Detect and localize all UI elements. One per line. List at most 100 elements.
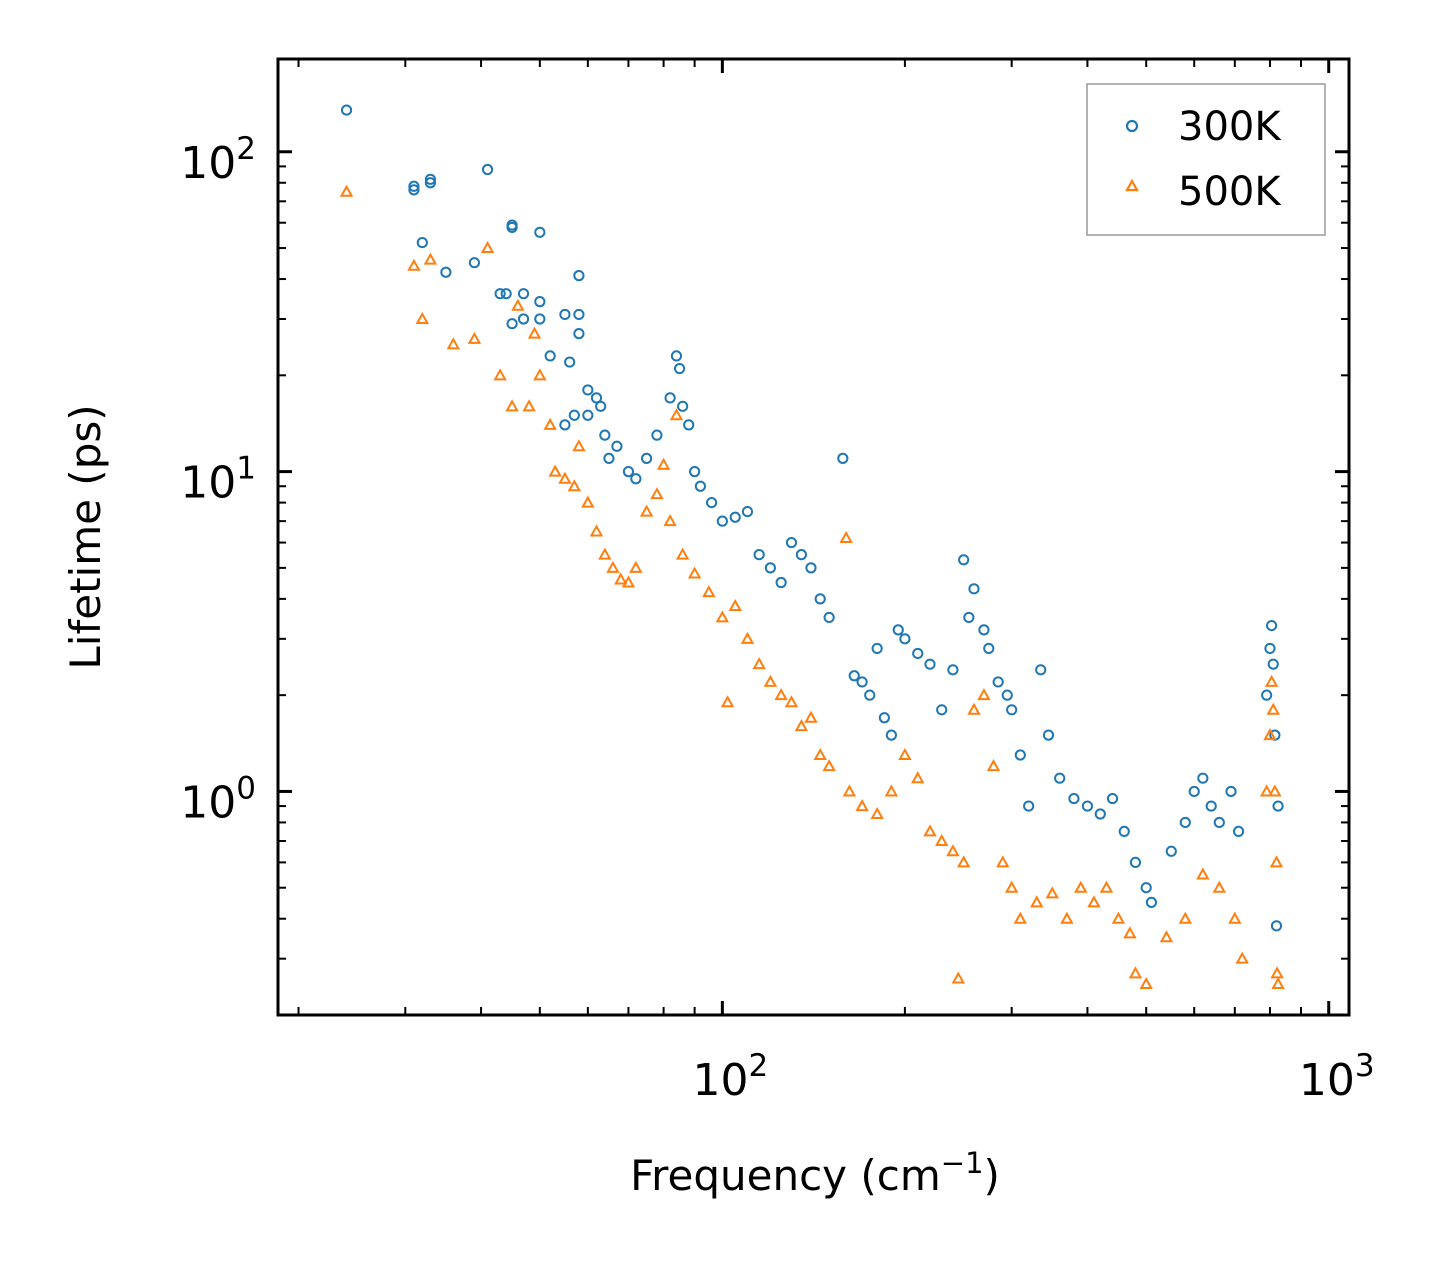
point-300k <box>573 308 585 321</box>
point-300k <box>814 593 826 605</box>
point-300k <box>947 664 959 676</box>
point-300k <box>611 440 623 452</box>
point-300k <box>1042 729 1055 741</box>
point-500k <box>986 759 1001 772</box>
x-tick-label: 103 <box>1299 1048 1375 1106</box>
point-300k <box>899 633 911 645</box>
point-500k <box>784 695 799 708</box>
point-300k <box>1197 772 1209 784</box>
point-500k <box>467 331 482 344</box>
series-300k <box>340 104 1284 932</box>
point-500k <box>1074 880 1088 893</box>
point-500k <box>752 657 766 670</box>
point-500k <box>687 566 702 579</box>
legend-marker-500k <box>1125 178 1139 192</box>
point-300k <box>1145 896 1158 908</box>
y-tick-label: 100 <box>180 770 256 828</box>
point-300k <box>885 729 897 741</box>
point-300k <box>622 466 635 478</box>
y-tick-label: 102 <box>180 131 256 189</box>
legend-label-500k: 500K <box>1178 169 1282 215</box>
point-500k <box>839 530 853 544</box>
point-300k <box>1106 792 1119 805</box>
plot-frame <box>276 57 1351 1017</box>
point-300k <box>753 549 765 561</box>
point-500k <box>923 824 937 837</box>
point-500k <box>543 417 557 430</box>
point-300k <box>878 712 890 724</box>
point-500k <box>572 439 586 452</box>
point-300k <box>805 562 817 574</box>
point-500k <box>935 833 949 846</box>
point-300k <box>506 219 518 231</box>
point-500k <box>1099 880 1114 893</box>
point-300k <box>1140 882 1152 894</box>
point-300k <box>506 318 518 330</box>
point-300k <box>582 384 594 396</box>
point-500k <box>581 495 595 508</box>
point-500k <box>527 326 542 339</box>
point-300k <box>664 392 676 404</box>
point-500k <box>423 252 438 265</box>
point-500k <box>822 759 836 772</box>
point-300k <box>892 624 904 636</box>
point-300k <box>424 177 437 189</box>
point-300k <box>590 392 603 404</box>
point-500k <box>804 710 818 723</box>
point-500k <box>606 560 620 573</box>
point-300k <box>924 658 936 670</box>
point-300k <box>534 313 546 325</box>
point-300k <box>1179 816 1191 829</box>
point-500k <box>1159 930 1174 943</box>
point-300k <box>983 642 995 655</box>
legend: 300K 500K <box>1086 83 1326 236</box>
point-500k <box>956 855 971 868</box>
point-300k <box>559 419 571 431</box>
x-axis-title: Frequency (cm−1) <box>630 1146 1000 1200</box>
point-300k <box>1165 845 1177 857</box>
point-300k <box>595 400 607 412</box>
point-500k <box>715 610 730 623</box>
point-300k <box>968 583 980 595</box>
point-300k <box>912 647 924 660</box>
point-500k <box>951 971 966 984</box>
point-300k <box>683 419 695 431</box>
data-points <box>339 104 1285 990</box>
point-300k <box>599 429 611 441</box>
point-300k <box>1213 816 1225 829</box>
point-300k <box>534 296 546 308</box>
point-500k <box>1263 728 1277 741</box>
point-500k <box>407 258 421 271</box>
point-300k <box>729 511 741 523</box>
point-300k <box>706 496 718 509</box>
point-300k <box>1267 658 1279 670</box>
point-300k <box>1261 689 1273 701</box>
point-300k <box>864 689 876 701</box>
point-300k <box>1094 808 1106 820</box>
point-500k <box>1269 855 1284 868</box>
point-500k <box>911 771 925 784</box>
point-300k <box>1006 704 1018 716</box>
point-500k <box>1268 784 1282 797</box>
point-300k <box>1014 749 1026 761</box>
point-300k <box>559 308 571 321</box>
point-300k <box>424 173 437 185</box>
point-300k <box>408 184 420 196</box>
point-500k <box>763 674 778 687</box>
point-300k <box>978 624 990 636</box>
point-500k <box>1087 895 1101 908</box>
point-500k <box>1212 880 1227 893</box>
point-500k <box>548 464 562 477</box>
point-500k <box>1259 784 1274 797</box>
point-300k <box>340 104 353 116</box>
point-500k <box>1139 976 1153 990</box>
point-300k <box>1129 856 1142 868</box>
point-300k <box>764 562 776 574</box>
point-300k <box>544 350 556 362</box>
point-300k <box>795 549 807 561</box>
point-500k <box>996 855 1010 868</box>
point-500k <box>675 547 690 560</box>
point-300k <box>689 466 701 478</box>
point-300k <box>1035 664 1047 676</box>
